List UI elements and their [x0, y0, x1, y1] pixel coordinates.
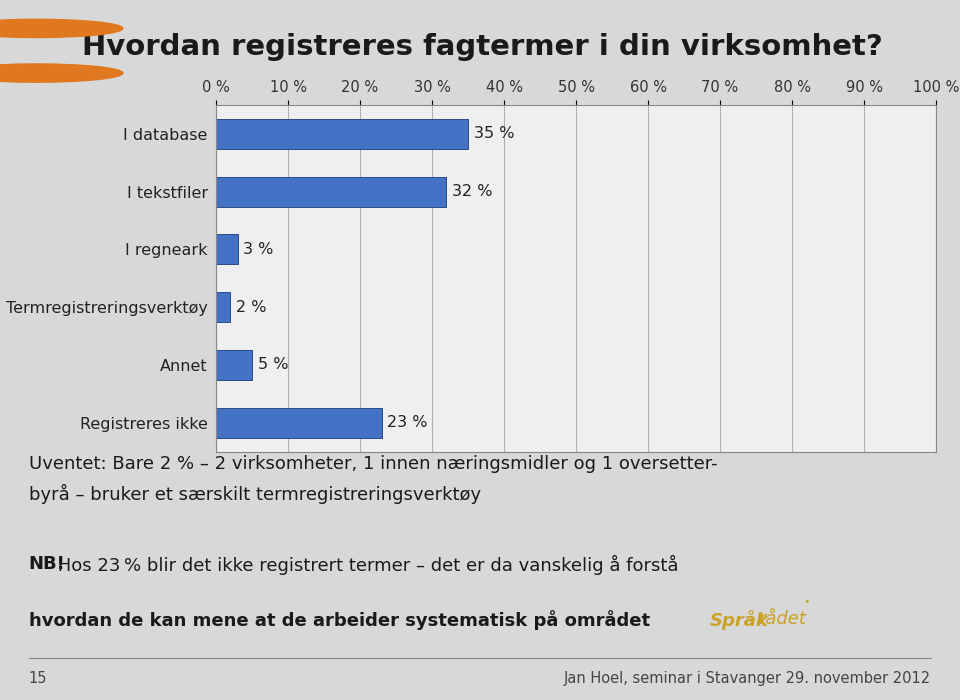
Text: 23 %: 23 % [388, 415, 428, 430]
Text: 32 %: 32 % [452, 184, 492, 199]
Bar [216, 176, 446, 206]
Text: 3 %: 3 % [244, 242, 274, 257]
Text: •: • [804, 596, 809, 607]
Bar [216, 119, 468, 149]
Text: rådet: rådet [758, 610, 805, 629]
Text: Jan Hoel, seminar i Stavanger 29. november 2012: Jan Hoel, seminar i Stavanger 29. novemb… [564, 671, 931, 686]
Text: 2 %: 2 % [236, 300, 267, 314]
Bar [216, 292, 230, 322]
Bar [216, 407, 382, 438]
Circle shape [0, 20, 123, 38]
Text: Uventet: Bare 2 % – 2 virksomheter, 1 innen næringsmidler og 1 oversetter-
byrå : Uventet: Bare 2 % – 2 virksomheter, 1 in… [29, 455, 717, 503]
Text: 5 %: 5 % [257, 358, 288, 372]
Text: 35 %: 35 % [474, 127, 515, 141]
Text: hvordan de kan mene at de arbeider systematisk på området: hvordan de kan mene at de arbeider syste… [29, 610, 650, 631]
Text: NB!: NB! [29, 554, 65, 573]
Text: 15: 15 [29, 671, 47, 686]
Circle shape [0, 64, 123, 82]
Text: Hos 23 % blir det ikke registrert termer – det er da vanskelig å forstå: Hos 23 % blir det ikke registrert termer… [29, 554, 679, 575]
Text: Hvordan registreres fagtermer i din virksomhet?: Hvordan registreres fagtermer i din virk… [82, 33, 882, 61]
Bar [216, 234, 238, 265]
Bar [216, 350, 252, 380]
Text: Språk: Språk [710, 610, 769, 631]
